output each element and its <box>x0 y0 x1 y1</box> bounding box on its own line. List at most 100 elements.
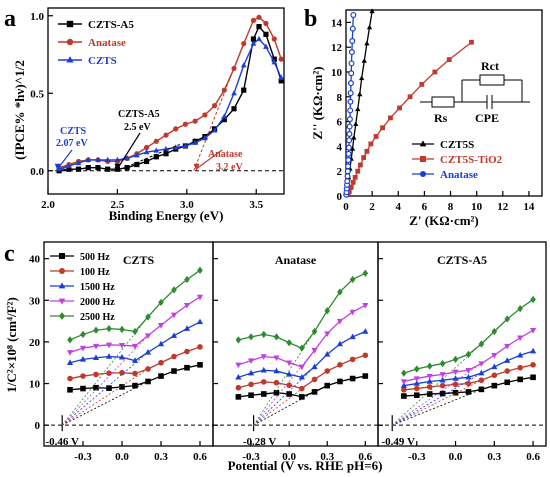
chart-c-point <box>184 275 190 284</box>
chart-c-point <box>196 318 204 325</box>
chart-c-point <box>273 355 280 362</box>
chart-c-point <box>286 339 292 347</box>
chart-c-point <box>273 367 280 374</box>
chart-b-point <box>348 49 355 56</box>
chart-c-point <box>529 328 537 334</box>
chart-c-point <box>248 381 254 388</box>
chart-c-point <box>311 363 318 370</box>
chart-c-extrapolation <box>61 368 149 426</box>
chart-b-legend-marker <box>420 156 426 162</box>
chart-c-point <box>337 288 343 296</box>
chart-c-point <box>260 330 267 339</box>
chart-a-legend-marker <box>66 20 74 28</box>
chart-c-point <box>349 333 356 340</box>
chart-c-point <box>426 373 433 380</box>
chart-c-point <box>80 385 86 392</box>
chart-c-point <box>235 362 242 369</box>
chart-a-point <box>163 132 169 138</box>
chart-c-intercept-label: -0.49 V <box>382 436 415 448</box>
chart-c-subplot-title: CZTS <box>123 253 155 267</box>
chart-c-legend-label: 1500 Hz <box>80 282 115 293</box>
chart-c-point <box>171 353 177 360</box>
circuit-rct: Rct <box>481 59 499 73</box>
chart-c-point <box>197 266 203 274</box>
chart-c-point <box>349 275 356 284</box>
chart-c-xtick-label: 0.0 <box>282 451 296 463</box>
chart-b-point <box>407 94 413 100</box>
chart-a-ytick-label: 0.5 <box>30 88 44 100</box>
chart-c-point <box>452 375 459 381</box>
chart-c-xtick-label: -0.3 <box>242 451 260 463</box>
chart-c-point <box>119 325 125 334</box>
chart-c-point <box>260 391 267 397</box>
chart-c-point <box>118 353 126 360</box>
chart-c-point <box>452 369 459 376</box>
chart-c-point <box>362 303 369 309</box>
chart-a-annotation-arrow <box>57 149 73 170</box>
chart-a-legend-label: CZTS <box>88 55 117 67</box>
chart-c-extrapolation <box>61 335 149 426</box>
chart-a-point <box>105 166 111 172</box>
chart-c-extrapolation <box>62 381 149 426</box>
chart-c-extrapolation <box>253 379 315 426</box>
chart-a-point <box>114 156 121 162</box>
chart-b-point <box>345 150 352 157</box>
chart-b-point <box>345 163 352 170</box>
chart-c-xtick-label: 0.3 <box>487 451 501 463</box>
chart-c-point <box>465 350 472 359</box>
chart-b-ytick-label: 2 <box>337 166 343 178</box>
chart-c-point <box>504 343 511 350</box>
chart-c-point <box>465 367 472 374</box>
chart-c-point <box>362 352 369 359</box>
chart-c-legend-marker <box>58 298 66 305</box>
chart-a-frame <box>47 7 285 195</box>
chart-c-series-line <box>403 298 534 374</box>
chart-a-point <box>85 165 91 171</box>
chart-a-xlabel: Binding Energy (eV) <box>109 208 224 223</box>
chart-c-point <box>273 379 280 386</box>
chart-a-legend-label: CZTS-A5 <box>88 19 134 31</box>
chart-c-point <box>517 335 524 342</box>
chart-a-point <box>263 20 269 27</box>
chart-c-point <box>183 325 191 331</box>
chart-b-ytick-label: 4 <box>337 141 343 153</box>
chart-c-point <box>400 379 407 385</box>
chart-b-point <box>346 123 353 130</box>
chart-c-ytick-label: 10 <box>29 379 41 391</box>
chart-c-subplot-frame <box>43 241 214 447</box>
chart-c-point <box>517 304 523 313</box>
chart-b-xtick-label: 8 <box>448 201 454 213</box>
chart-c-extrapolation <box>392 389 482 426</box>
chart-b-point <box>344 178 351 185</box>
chart-a-point <box>271 59 278 65</box>
chart-c-point <box>93 384 99 391</box>
chart-b-point <box>348 70 355 77</box>
chart-c-xtick-label: -0.3 <box>408 451 426 463</box>
chart-b-point <box>397 105 402 111</box>
annot-anatase-value: 3.2 eV <box>216 162 243 173</box>
chart-a-point <box>153 138 159 144</box>
chart-c-point <box>67 386 73 393</box>
chart-c-point <box>145 366 151 372</box>
chart-c-ytick-label: 30 <box>29 295 41 307</box>
chart-c-point <box>362 269 369 277</box>
chart-c-subplot-title: Anatase <box>275 253 317 267</box>
chart-c-point <box>158 373 164 379</box>
chart-b-frame <box>345 9 543 197</box>
annot-czts-value: 2.07 eV <box>56 138 88 149</box>
panel-label-c: c <box>4 241 15 267</box>
chart-a-point <box>182 142 189 149</box>
chart-b-point <box>347 98 354 105</box>
chart-c-point <box>504 357 511 363</box>
chart-a-point <box>172 144 179 150</box>
chart-b-ytick-label: 6 <box>337 117 343 129</box>
chart-b-point <box>361 57 367 63</box>
chart-c-point <box>517 376 523 383</box>
chart-c-point <box>197 344 203 350</box>
chart-a-legend-marker <box>66 56 74 63</box>
chart-c-xlabel: Potential (V vs. RHE pH=6) <box>228 458 383 473</box>
annot-cztsa5-label: CZTS-A5 <box>118 109 160 120</box>
chart-c-point <box>235 336 242 344</box>
chart-c-extrapolation <box>253 331 315 426</box>
